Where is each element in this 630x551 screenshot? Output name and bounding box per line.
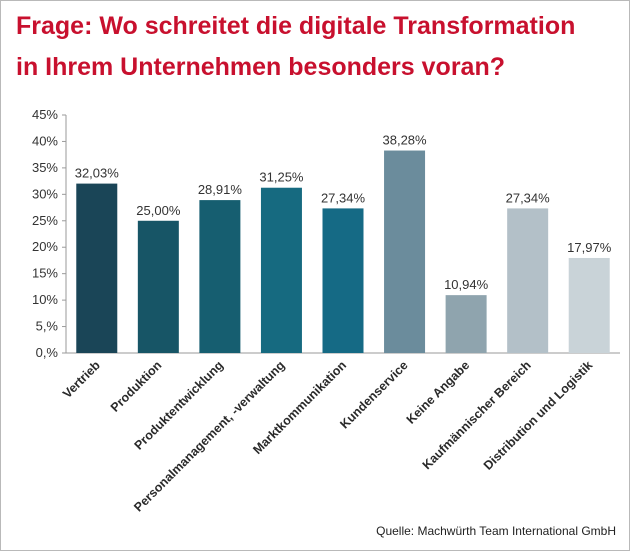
y-tick-label: 0,%	[36, 345, 59, 360]
bar-4	[322, 208, 364, 353]
bar-3	[260, 187, 302, 353]
bar-7	[507, 208, 549, 353]
x-tick-label: Kundenservice	[337, 358, 410, 431]
y-tick-label: 10%	[32, 292, 58, 307]
value-label: 10,94%	[444, 277, 489, 292]
value-label: 17,97%	[567, 240, 612, 255]
value-label: 32,03%	[75, 166, 120, 181]
chart-title-line-2: in Ihrem Unternehmen besonders voran?	[16, 53, 505, 81]
value-label: 31,25%	[259, 170, 304, 185]
value-label: 38,28%	[383, 133, 428, 148]
bar-8	[568, 257, 610, 353]
y-tick-label: 15%	[32, 266, 58, 281]
y-tick-label: 5,%	[36, 319, 59, 334]
x-tick-label: Produktion	[108, 358, 165, 415]
bar-5	[384, 150, 426, 353]
y-tick-label: 20%	[32, 239, 58, 254]
chart-title-line-1: Frage: Wo schreitet die digitale Transfo…	[16, 12, 576, 40]
bar-1	[137, 220, 179, 353]
x-tick-label: Kaufmännischer Bereich	[420, 358, 534, 472]
bar-0	[76, 183, 118, 353]
value-label: 28,91%	[198, 182, 243, 197]
x-axis-labels: Vertrieb ProduktionProduktentwicklungPers…	[60, 358, 595, 515]
y-tick-label: 25%	[32, 213, 58, 228]
x-tick-label: Vertrieb	[60, 358, 103, 401]
value-labels: 32,03% 25,00% 28,91% 31,25% 27,34% 38,28% 10,9…	[75, 133, 612, 293]
x-tick-label: Distribution und Logistik	[481, 358, 596, 473]
chart-title: Frage: Wo schreitet die digitale Transfo…	[16, 6, 616, 88]
source-note: Quelle: Machwürth Team International Gmb…	[376, 524, 616, 538]
value-label: 27,34%	[506, 190, 551, 205]
y-tick-label: 45%	[32, 107, 58, 122]
y-tick-label: 30%	[32, 186, 58, 201]
y-tick-label: 40%	[32, 133, 58, 148]
value-label: 27,34%	[321, 190, 366, 205]
bar-6	[445, 295, 487, 353]
x-tick-label: Keine Angabe	[404, 358, 473, 427]
bars	[76, 150, 610, 353]
y-tick-label: 35%	[32, 160, 58, 175]
value-label: 25,00%	[136, 203, 181, 218]
bar-2	[199, 200, 241, 353]
